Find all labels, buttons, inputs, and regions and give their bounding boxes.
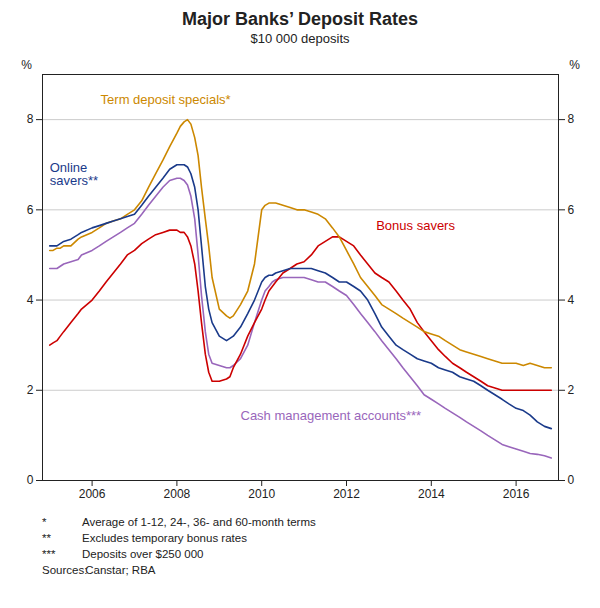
- html-text:$10 000 deposits: $10 000 deposits: [250, 31, 350, 46]
- svg-text:6: 6: [27, 203, 34, 217]
- html-text:Deposits over $250 000: Deposits over $250 000: [82, 548, 204, 560]
- svg-text:8: 8: [27, 112, 34, 126]
- svg-text:4: 4: [27, 293, 34, 307]
- svg-text:Bonus savers: Bonus savers: [376, 218, 455, 233]
- svg-text:Term deposit specials*: Term deposit specials*: [101, 92, 231, 107]
- svg-text:4: 4: [568, 293, 575, 307]
- svg-text:0: 0: [27, 473, 34, 487]
- html-text:Average of 1-12, 24-, 36- and: Average of 1-12, 24-, 36- and 60-month t…: [82, 516, 316, 528]
- svg-text:2014: 2014: [418, 487, 445, 501]
- svg-text:2006: 2006: [79, 487, 106, 501]
- svg-text:6: 6: [568, 203, 575, 217]
- svg-text:Onlinesavers**: Onlinesavers**: [50, 160, 98, 188]
- svg-text:0: 0: [568, 473, 575, 487]
- svg-text:%: %: [21, 58, 32, 72]
- html-text:Canstar; RBA: Canstar; RBA: [82, 564, 156, 576]
- svg-text:2010: 2010: [248, 487, 275, 501]
- html-text:Major Banks’ Deposit Rates: Major Banks’ Deposit Rates: [182, 9, 418, 29]
- svg-text:2: 2: [568, 383, 575, 397]
- svg-text:2: 2: [27, 383, 34, 397]
- svg-text:8: 8: [568, 112, 575, 126]
- svg-text:Cash management accounts***: Cash management accounts***: [241, 408, 422, 423]
- html-text:Excludes temporary bonus rates: Excludes temporary bonus rates: [82, 532, 247, 544]
- svg-text:2012: 2012: [333, 487, 360, 501]
- html-text:Sources:: Sources:: [42, 564, 88, 576]
- svg-text:%: %: [569, 58, 580, 72]
- svg-text:2008: 2008: [164, 487, 191, 501]
- svg-text:2016: 2016: [503, 487, 530, 501]
